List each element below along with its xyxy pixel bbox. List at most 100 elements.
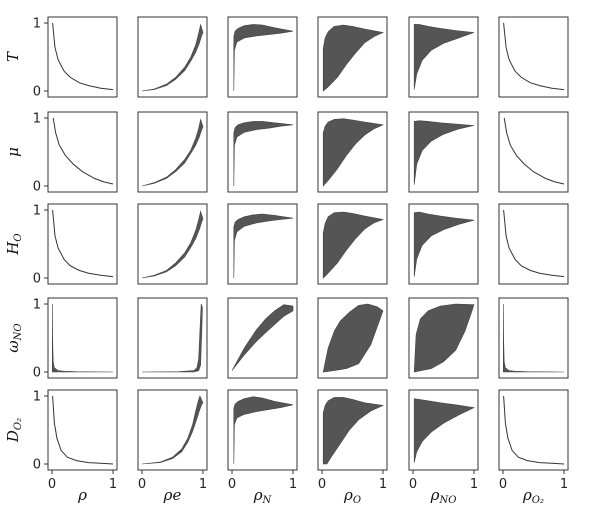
x-tick-label: 0: [48, 477, 56, 492]
panel-frame: [47, 16, 118, 98]
panel-mu-vs-rho_O: [317, 111, 388, 193]
col-label-rho_O2-symbol: ρ: [522, 486, 532, 504]
row-label-T-symbol: T: [4, 51, 22, 62]
panel-frame: [498, 297, 569, 379]
row-label-mu: μ: [4, 147, 22, 157]
panel-T-vs-rho: 01: [33, 16, 118, 100]
row-label-omega_NO: ωNO: [4, 323, 24, 352]
data-curve: [52, 209, 114, 278]
data-curve: [503, 22, 565, 91]
row-label-H_O-subscript: O: [13, 233, 24, 241]
col-label-rho: ρ: [77, 486, 87, 504]
panel-D_O2-vs-rho: 0 1 0 1: [33, 389, 118, 492]
data-band: [231, 304, 294, 371]
row-label-omega_NO-subscript: NO: [13, 323, 24, 341]
data-band: [322, 303, 384, 373]
x-tick-label: 1: [560, 477, 568, 492]
data-band: [141, 395, 204, 465]
x-tick-label: 0: [318, 477, 326, 492]
row-label-H_O-symbol: H: [4, 241, 22, 256]
x-tick-label: 0: [499, 477, 507, 492]
panel-frame: [498, 389, 569, 471]
data-band: [322, 24, 384, 92]
col-label-rho_N-symbol: ρ: [253, 486, 263, 504]
panel-T-vs-rhoe: [137, 16, 208, 98]
row-label-omega_NO-symbol: ω: [4, 340, 22, 352]
panel-omega_NO-vs-rho_N: [227, 297, 298, 379]
x-tick-label: 1: [289, 477, 297, 492]
data-band: [413, 211, 475, 277]
col-label-rho_O-subscript: O: [353, 495, 361, 506]
data-band: [413, 120, 475, 185]
data-curve: [52, 22, 114, 91]
data-band: [413, 24, 475, 90]
data-band: [233, 396, 294, 465]
data-band: [413, 398, 475, 463]
panel-mu-vs-rho_N: [227, 111, 298, 193]
x-tick-label: 1: [199, 477, 207, 492]
data-curve: [503, 117, 565, 185]
x-tick-label: 0: [409, 477, 417, 492]
data-band: [233, 24, 294, 92]
panel-mu-vs-rho_O2: [498, 111, 569, 193]
panel-H_O-vs-rho: 01: [33, 203, 118, 287]
x-tick-label: 1: [109, 477, 117, 492]
y-tick-label: 0: [33, 272, 41, 287]
col-label-rho_NO-subscript: NO: [438, 495, 456, 506]
col-label-rho_N: ρN: [253, 486, 273, 506]
panel-frame: [137, 203, 208, 285]
col-label-rho_O: ρO: [343, 486, 361, 506]
panel-frame: [137, 389, 208, 471]
y-tick-label: 1: [33, 112, 41, 127]
panel-frame: [137, 297, 208, 379]
x-tick-label: 1: [470, 477, 478, 492]
col-label-rho_NO-symbol: ρ: [430, 486, 440, 504]
x-tick-label: 1: [379, 477, 387, 492]
panel-T-vs-rho_O2: [498, 16, 569, 98]
panel-H_O-vs-rho_N: [227, 203, 298, 285]
panel-frame: [498, 111, 569, 193]
x-tick-label: 0: [228, 477, 236, 492]
y-tick-label: 1: [33, 17, 41, 32]
panel-frame: [47, 203, 118, 285]
panel-mu-vs-rho: 01: [33, 111, 118, 195]
data-band: [141, 118, 204, 187]
col-label-rhoe-symbol: ρe: [163, 486, 182, 504]
col-label-rho_O-symbol: ρ: [343, 486, 353, 504]
y-tick-label: 1: [33, 298, 41, 313]
panel-H_O-vs-rhoe: [137, 203, 208, 285]
data-band: [141, 24, 204, 92]
column-labels: ρ ρe ρN ρO ρNO ρO₂: [77, 486, 544, 506]
panel-H_O-vs-rho_NO: [408, 203, 479, 285]
row-label-D_O2: DO₂: [4, 418, 24, 443]
panel-frame: [137, 16, 208, 98]
data-curve: [503, 209, 565, 278]
data-band: [233, 121, 294, 187]
panel-mu-vs-rho_NO: [408, 111, 479, 193]
col-label-rho-symbol: ρ: [77, 486, 87, 504]
panel-frame: [498, 203, 569, 285]
y-tick-label: 0: [33, 180, 41, 195]
panel-frame: [47, 297, 118, 379]
col-label-rho_N-subscript: N: [262, 495, 273, 506]
y-tick-label: 1: [33, 204, 41, 219]
data-band: [141, 210, 204, 279]
y-tick-label: 0: [33, 458, 41, 473]
x-tick-label: 0: [138, 477, 146, 492]
panel-T-vs-rho_O: [317, 16, 388, 98]
data-curve: [52, 117, 114, 185]
data-band: [233, 213, 294, 279]
col-label-rho_O2-subscript: O₂: [532, 495, 544, 506]
data-band: [322, 211, 385, 279]
data-band: [503, 303, 565, 373]
data-band: [141, 303, 203, 373]
panel-H_O-vs-rho_O2: [498, 203, 569, 285]
panel-omega_NO-vs-rho: 01: [33, 297, 118, 381]
